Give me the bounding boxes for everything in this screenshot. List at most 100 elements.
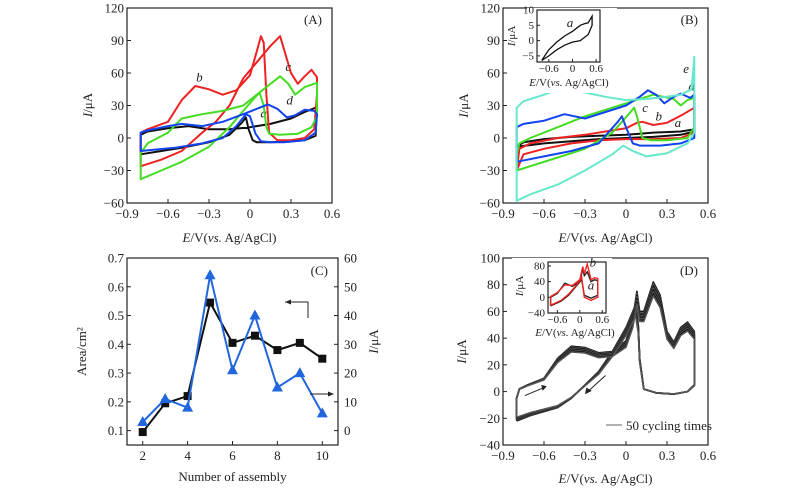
y-tick-label: 0 [529, 35, 535, 47]
data-point-triangle [294, 367, 306, 378]
y-axis-label-part: /μA [80, 92, 95, 113]
y-right-tick-label: 10 [344, 394, 357, 409]
cycle-curves [515, 281, 696, 422]
x-axis-label-part: vs. [208, 230, 222, 245]
panel-label: (D) [680, 263, 698, 278]
y-tick-label: 80 [534, 260, 546, 272]
data-point-triangle [227, 364, 238, 375]
y-tick-label: −60 [480, 196, 500, 211]
x-tick-label: −0.6 [547, 314, 567, 326]
y-tick-label: 90 [111, 33, 124, 48]
y-tick-label: 0.1 [108, 423, 124, 438]
plot-frame [547, 261, 607, 314]
inset-y-label-part: /μA [506, 26, 518, 43]
x-tick-label: −0.9 [491, 448, 515, 463]
x-axis-label-part: E [558, 230, 567, 245]
y-tick-label: 0.3 [108, 366, 124, 381]
x-tick-label: 2 [139, 448, 146, 463]
y-tick-label: 40 [534, 276, 546, 288]
data-point-triangle [159, 392, 171, 403]
y-tick-label: 0 [118, 131, 125, 146]
y-tick-label: 120 [105, 1, 125, 16]
panel-label: (B) [681, 12, 698, 27]
x-axis-label-part: E [558, 471, 567, 486]
right-axis-arrowhead [328, 391, 334, 397]
cycle-curve [515, 295, 696, 419]
y-tick-label: 0.4 [108, 337, 125, 352]
inset-y-label-part: I [514, 291, 526, 297]
scan-reverse-arrowhead [585, 387, 592, 395]
x-tick-label: 0 [570, 63, 576, 75]
data-point-triangle [204, 269, 216, 280]
y-right-axis-label-part: I [366, 349, 381, 355]
x-tick-label: 0.6 [700, 448, 717, 463]
inset-x-label-part: /V( [536, 77, 551, 89]
y-right-axis-label-part: /μA [366, 329, 381, 350]
inset-y-label: I/μA [506, 26, 518, 48]
x-tick-label: −0.3 [573, 448, 597, 463]
series-b-curve [515, 106, 696, 172]
x-axis-label: E/V(vs. Ag/AgCl) [558, 471, 653, 486]
y-axis-label-part: I [456, 113, 471, 119]
x-tick-label: −0.6 [156, 206, 180, 221]
x-tick-label: 0 [247, 206, 254, 221]
x-axis-label-part: vs. [584, 230, 598, 245]
y-tick-label: 40 [487, 331, 500, 346]
series-b-label: b [196, 70, 203, 85]
y-tick-label: 60 [487, 66, 500, 81]
y-tick-label: 0.2 [108, 394, 124, 409]
panel-a: −0.9 −0.6 −0.3 0 0.3 0.6−60−300306090120(A)E/… [80, 1, 341, 246]
y-tick-label: 0 [540, 292, 546, 304]
x-axis-label-part: /V( [190, 230, 207, 245]
y-tick-label: −30 [480, 163, 500, 178]
inset-y-label: I/μA [514, 276, 526, 298]
series-c-label: c [285, 59, 291, 74]
x-axis-label: Number of assembly [178, 469, 287, 484]
y-tick-label: 0.7 [108, 251, 125, 266]
x-tick-label: 0.3 [283, 206, 299, 221]
y-tick-label: 80 [487, 277, 500, 292]
x-axis-label-part: /V( [566, 230, 583, 245]
x-tick-label: −0.3 [573, 206, 597, 221]
y-tick-label: 30 [111, 98, 124, 113]
y-tick-label: 60 [111, 66, 124, 81]
x-axis-label-part: E [182, 230, 191, 245]
y-tick-label: −20 [480, 411, 500, 426]
x-tick-label: 0.3 [659, 448, 675, 463]
x-tick-label: −0.6 [539, 63, 559, 75]
inset-x-label-part: vs. [551, 77, 563, 89]
series-b-curve [139, 35, 318, 168]
x-tick-label: 0.3 [659, 206, 675, 221]
plot-frame [536, 9, 601, 63]
x-tick-label: 0.6 [700, 206, 717, 221]
series-d-label: d [286, 92, 293, 107]
inset-series-a-label: a [588, 277, 595, 292]
series-c-label: c [642, 100, 648, 115]
scan-forward-arrow [524, 387, 545, 397]
scan-reverse-arrow [587, 375, 606, 392]
x-tick-label: −0.9 [491, 206, 515, 221]
data-point-square [273, 346, 282, 355]
data-point-square [161, 399, 170, 408]
x-tick-label: 0 [623, 206, 630, 221]
inset-x-label-part: /V( [542, 327, 557, 339]
panel-b: −0.9 −0.6 −0.3 0 0.3 0.6−60−300306090120(B)E/… [456, 1, 717, 246]
data-point-triangle [182, 401, 194, 412]
left-axis-arrow [285, 301, 309, 318]
y-tick-label: −60 [104, 196, 124, 211]
x-axis-label-part: /V( [566, 471, 583, 486]
x-axis-label-part: Ag/AgCl) [222, 230, 277, 245]
inset-x-label-part: vs. [557, 327, 569, 339]
inset-series-b-label: b [590, 255, 597, 270]
x-tick-label: 0 [623, 448, 630, 463]
x-axis-label: E/V(vs. Ag/AgCl) [558, 230, 653, 245]
inset-x-label-part: E [528, 77, 536, 89]
y-axis-label-part: I [454, 359, 469, 365]
inset-x-label: E/V(vs. Ag/AgCl) [528, 77, 609, 89]
y-right-tick-label: 50 [344, 279, 357, 294]
y-tick-label: 100 [481, 251, 501, 266]
x-axis-label-part: Ag/AgCl) [598, 471, 653, 486]
series-i-line [141, 275, 324, 423]
